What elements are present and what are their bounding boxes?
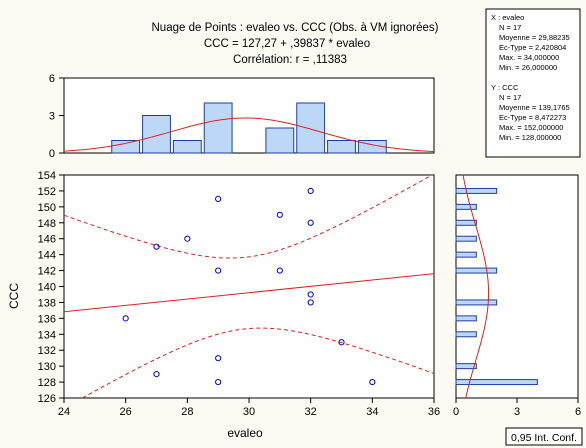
y-tick-label: 154 (38, 170, 56, 182)
x-tick-label: 24 (58, 406, 70, 418)
y-tick-label: 134 (38, 329, 56, 341)
y-tick-label: 136 (38, 313, 56, 325)
stats-x-label: X : evaleo (491, 13, 524, 22)
title-line-2: CCC = 127,27 + ,39837 * evaleo (204, 38, 370, 50)
histogram-y-normal-curve (462, 174, 490, 399)
histogram-y-bar (455, 363, 477, 370)
scatter-clipped-group (64, 175, 434, 398)
data-point (122, 315, 129, 322)
stats-x-sd: Ec-Type = 2,420804 (499, 43, 566, 52)
stats-y-mean: Moyenne = 139,1765 (499, 103, 570, 112)
histogram-x-bar (265, 127, 295, 154)
data-point (307, 219, 314, 226)
stats-x-min: Min. = 26,000000 (499, 63, 557, 72)
data-point (276, 267, 283, 274)
stats-y-sd: Ec-Type = 8,472273 (499, 113, 566, 122)
histogram-y-bar (455, 187, 498, 194)
x-axis-label: evaleo (227, 426, 263, 440)
x-tick-label: 26 (120, 406, 132, 418)
legend-box (505, 427, 583, 446)
stats-box (485, 8, 581, 158)
y-tick-label: 132 (38, 345, 56, 357)
data-point (276, 211, 283, 218)
stats-y-min: Min. = 128,000000 (499, 133, 561, 142)
histogram-x-panel: 0 3 6 (49, 73, 435, 160)
histogram-x-bar (142, 115, 171, 154)
stats-y-n: N = 17 (499, 93, 521, 102)
histogram-y-bar (455, 315, 477, 322)
histogram-x-ytick-label: 3 (49, 111, 55, 123)
scatter-frame (63, 174, 435, 399)
data-point (307, 187, 314, 195)
y-tick-label: 126 (38, 393, 56, 405)
histogram-x-ytick-label: 0 (49, 148, 55, 160)
histogram-x-ytick-label: 6 (49, 73, 55, 85)
y-tick-label: 148 (38, 218, 56, 230)
x-tick-label: 36 (428, 406, 440, 418)
histogram-x-bar (327, 140, 356, 154)
histogram-x-bar (172, 140, 202, 154)
data-point (338, 339, 345, 346)
histogram-x-bar (111, 140, 141, 154)
y-tick-label: 140 (38, 282, 56, 294)
histogram-y-xtick-label: 0 (453, 406, 459, 418)
y-tick-label: 128 (38, 377, 56, 389)
legend-label: 0,95 Int. Conf. (511, 432, 577, 444)
histogram-y-bar (455, 267, 498, 274)
histogram-y-bar (455, 331, 477, 338)
y-tick-label: 150 (38, 202, 56, 214)
stats-x-mean: Moyenne = 29,88235 (499, 33, 570, 42)
title-line-3: Corrélation: r = ,11383 (233, 54, 347, 66)
x-tick-label: 28 (181, 406, 193, 418)
histogram-x-bar (203, 102, 233, 154)
histogram-y-xtick-label: 3 (514, 406, 520, 418)
y-tick-label: 152 (38, 186, 56, 198)
x-tick-label: 34 (366, 406, 378, 418)
histogram-y-bar (455, 299, 498, 306)
stats-x-n: N = 17 (499, 23, 521, 32)
histogram-y-frame (455, 174, 579, 399)
stats-y-label: Y : CCC (491, 83, 519, 92)
confidence-band-upper (64, 175, 433, 259)
histogram-y-bar (455, 251, 477, 258)
stats-y-max: Max. = 152,000000 (499, 123, 563, 132)
y-tick-label: 144 (38, 250, 56, 262)
data-point (215, 355, 222, 362)
scatter-panel: 24 26 28 30 32 34 36 126 128 130 132 134 136 138 140 14… (38, 170, 440, 418)
histogram-x-normal-curve (63, 117, 435, 153)
histogram-y-bar (455, 379, 538, 386)
data-point (215, 195, 222, 202)
histogram-x-bar (296, 102, 326, 154)
confidence-band-lower (81, 327, 434, 398)
x-tick-label: 30 (243, 406, 255, 418)
title-line-1: Nuage de Points : evaleo vs. CCC (Obs. à… (152, 22, 439, 34)
x-tick-label: 32 (305, 406, 317, 418)
y-tick-label: 146 (38, 234, 56, 246)
y-tick-label: 142 (38, 266, 56, 278)
histogram-y-bar (455, 203, 477, 210)
y-tick-label: 130 (38, 361, 56, 373)
histogram-y-xtick-label: 6 (575, 406, 581, 418)
data-point (215, 267, 222, 274)
data-point (369, 378, 376, 386)
histogram-y-bar (455, 219, 477, 226)
data-point (153, 243, 160, 250)
stats-x-max: Max. = 34,000000 (499, 53, 559, 62)
data-point (307, 299, 314, 306)
data-point (215, 378, 222, 386)
data-point (184, 235, 191, 242)
data-point (307, 291, 314, 298)
y-tick-label: 138 (38, 297, 56, 309)
histogram-y-bar (455, 235, 477, 242)
regression-line (64, 273, 434, 313)
histogram-y-panel: 0 3 6 (453, 174, 581, 418)
data-point (153, 371, 160, 378)
y-axis-label: CCC (7, 283, 21, 309)
